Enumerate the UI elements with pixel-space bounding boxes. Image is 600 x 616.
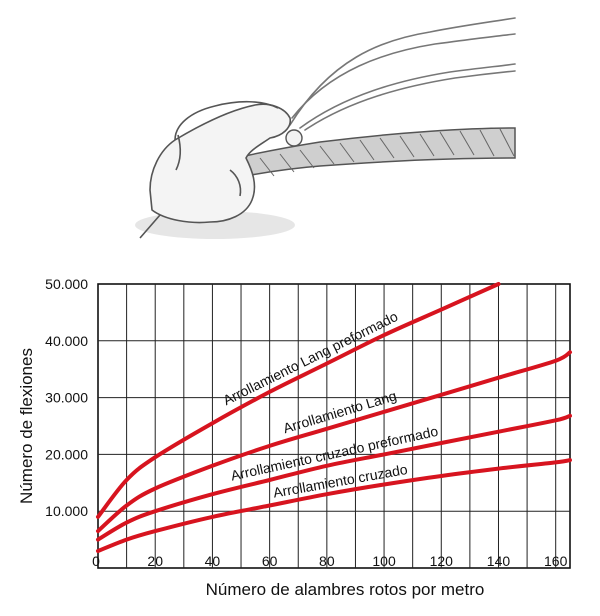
- x-tick-label: 120: [430, 553, 454, 569]
- y-tick-label: 40.000: [45, 333, 88, 349]
- y-tick-label: 10.000: [45, 503, 88, 519]
- x-tick-labels: 0 20 40 60 80 100 120 140 160: [92, 553, 567, 569]
- gloved-hand: [139, 100, 292, 239]
- x-tick-label: 20: [147, 553, 163, 569]
- x-tick-label: 140: [487, 553, 511, 569]
- x-tick-label: 80: [319, 553, 335, 569]
- y-axis-title: Número de flexiones: [17, 348, 36, 504]
- broken-wires-chart: 0 20 40 60 80 100 120 140 160 10.000 20.000 30.000…: [17, 276, 572, 599]
- y-tick-labels: 10.000 20.000 30.000 40.000 50.000: [45, 276, 88, 519]
- x-tick-label: 160: [544, 553, 568, 569]
- series-line: [96, 350, 572, 534]
- x-tick-label: 0: [92, 553, 100, 569]
- wire-rope-illustration: [135, 17, 516, 239]
- x-tick-label: 40: [205, 553, 221, 569]
- x-axis-title: Número de alambres rotos por metro: [206, 580, 485, 599]
- series-lines: [96, 282, 572, 553]
- x-tick-label: 60: [262, 553, 278, 569]
- series-line: [96, 282, 501, 519]
- y-tick-label: 50.000: [45, 276, 88, 292]
- broken-wire-strands: [289, 17, 516, 131]
- series-line: [96, 413, 572, 542]
- y-tick-label: 30.000: [45, 390, 88, 406]
- x-tick-label: 100: [372, 553, 396, 569]
- series-line: [96, 458, 572, 553]
- y-tick-label: 20.000: [45, 446, 88, 462]
